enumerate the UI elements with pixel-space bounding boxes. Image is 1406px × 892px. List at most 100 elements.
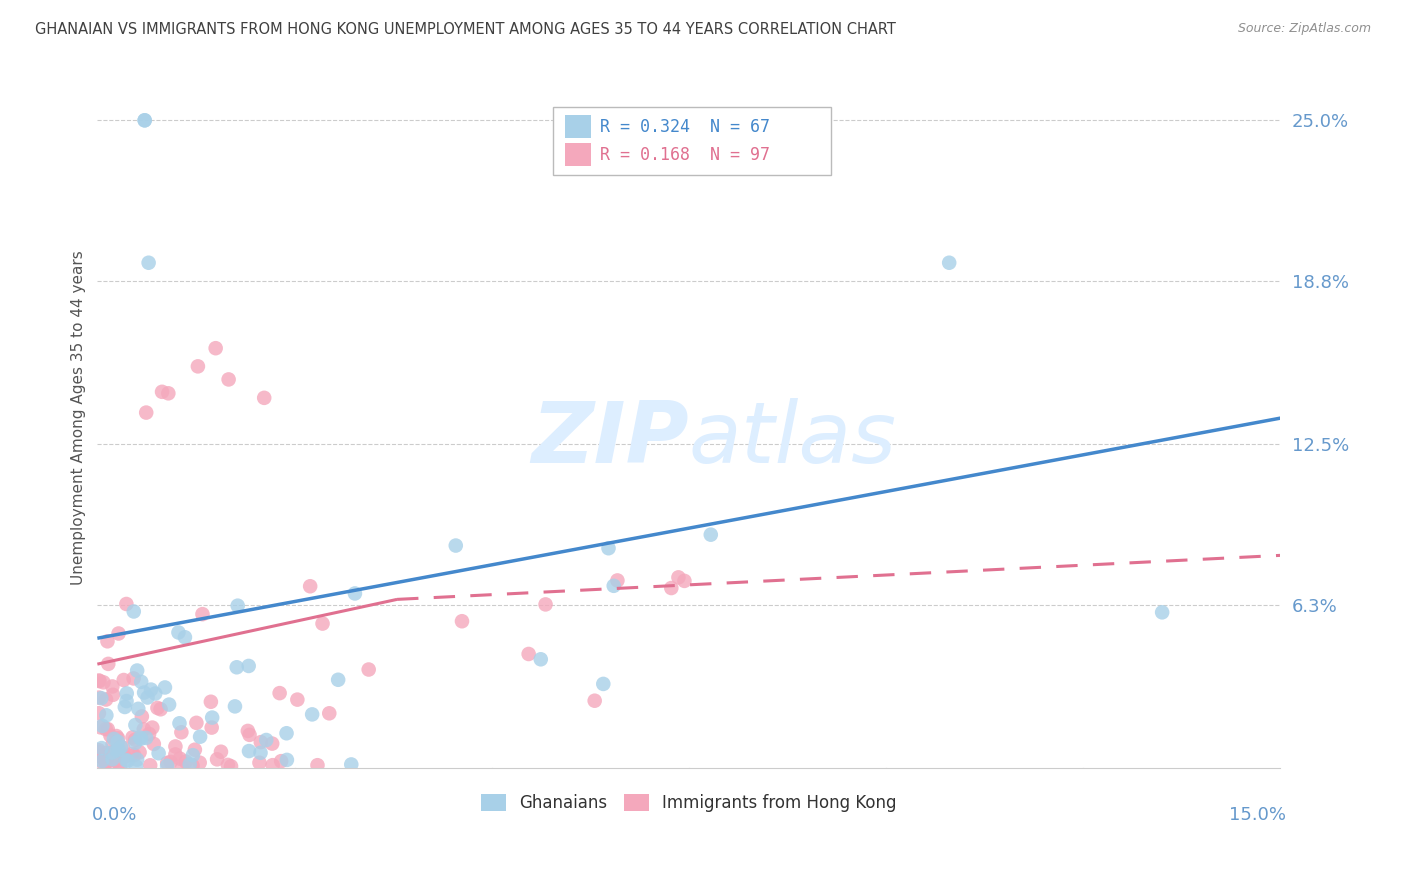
Point	[89, 674, 111, 689]
Point	[139, 682, 162, 697]
Point	[217, 758, 239, 772]
Point	[87, 673, 110, 688]
Point	[131, 709, 153, 723]
Point	[530, 652, 553, 666]
Point	[94, 722, 117, 736]
Point	[139, 758, 162, 772]
Point	[124, 718, 146, 732]
Point	[138, 256, 160, 270]
Point	[254, 733, 277, 747]
Point	[311, 616, 333, 631]
Text: R = 0.168  N = 97: R = 0.168 N = 97	[600, 145, 770, 163]
Text: 15.0%: 15.0%	[1229, 806, 1286, 824]
Point	[276, 753, 298, 767]
Point	[249, 756, 271, 770]
Point	[135, 406, 157, 420]
Text: ZIP: ZIP	[531, 398, 689, 481]
Point	[174, 755, 197, 769]
Point	[179, 757, 201, 772]
Point	[96, 754, 118, 768]
Point	[285, 692, 308, 706]
Point	[141, 721, 163, 735]
Point	[209, 745, 232, 759]
Point	[136, 690, 159, 705]
Point	[188, 756, 211, 770]
Point	[156, 756, 179, 770]
Point	[172, 760, 194, 774]
Point	[122, 605, 145, 619]
Point	[93, 675, 115, 690]
Point	[157, 698, 180, 712]
Point	[101, 738, 124, 752]
Point	[134, 113, 156, 128]
Point	[253, 391, 276, 405]
Point	[149, 702, 172, 716]
Point	[603, 579, 626, 593]
Point	[107, 742, 129, 756]
Point	[94, 746, 117, 760]
Point	[238, 659, 260, 673]
Point	[96, 634, 118, 648]
Point	[115, 686, 138, 700]
Point	[117, 754, 139, 768]
Point	[159, 755, 181, 769]
Point	[132, 723, 155, 737]
Point	[112, 673, 135, 687]
Point	[673, 574, 696, 588]
Point	[129, 674, 152, 689]
Text: R = 0.324  N = 67: R = 0.324 N = 67	[600, 118, 770, 136]
Point	[108, 759, 131, 773]
Point	[114, 750, 136, 764]
Point	[94, 755, 117, 769]
Bar	[565, 115, 591, 137]
Point	[142, 737, 165, 751]
Point	[107, 734, 129, 748]
Point	[238, 744, 260, 758]
Point	[96, 708, 118, 723]
Point	[299, 579, 322, 593]
Point	[200, 695, 222, 709]
Point	[91, 719, 114, 733]
Point	[105, 729, 128, 743]
Point	[238, 728, 260, 742]
Point	[90, 749, 112, 764]
Point	[87, 706, 110, 721]
Point	[224, 699, 246, 714]
Point	[143, 686, 166, 700]
Point	[181, 748, 204, 763]
Point	[226, 599, 249, 613]
Point	[121, 747, 143, 761]
Point	[90, 691, 112, 706]
Point	[135, 731, 157, 745]
Point	[115, 753, 138, 767]
Point	[124, 736, 146, 750]
Point	[225, 660, 247, 674]
Point	[115, 597, 138, 611]
Point	[156, 758, 179, 772]
Point	[146, 701, 169, 715]
Point	[125, 759, 148, 773]
Point	[101, 745, 124, 759]
Point	[101, 688, 124, 702]
Point	[167, 625, 190, 640]
Point	[184, 742, 207, 756]
Bar	[565, 144, 591, 166]
Point	[249, 735, 271, 749]
Point	[668, 570, 690, 584]
Point	[262, 758, 284, 772]
Point	[169, 751, 191, 765]
Point	[90, 741, 112, 756]
Legend: Ghanaians, Immigrants from Hong Kong: Ghanaians, Immigrants from Hong Kong	[474, 788, 904, 819]
Point	[188, 730, 211, 744]
Point	[328, 673, 350, 687]
Point	[249, 746, 271, 760]
Point	[110, 740, 132, 755]
Point	[107, 626, 129, 640]
Point	[87, 743, 110, 757]
Point	[107, 731, 129, 746]
Point	[121, 731, 143, 745]
Point	[191, 607, 214, 622]
Point	[307, 758, 329, 772]
Point	[269, 686, 291, 700]
Point	[134, 113, 156, 128]
